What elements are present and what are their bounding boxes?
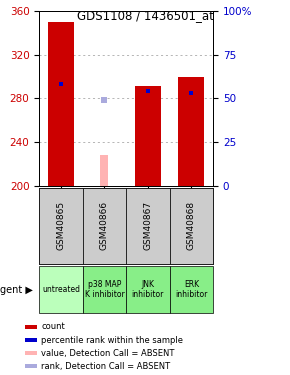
- Text: value, Detection Call = ABSENT: value, Detection Call = ABSENT: [41, 349, 174, 358]
- Bar: [25, 338, 37, 342]
- Bar: [101, 155, 108, 186]
- Text: ERK
inhibitor: ERK inhibitor: [175, 280, 208, 299]
- Text: count: count: [41, 322, 65, 332]
- Text: GSM40866: GSM40866: [100, 201, 109, 250]
- Text: agent ▶: agent ▶: [0, 285, 33, 295]
- Bar: [39, 188, 83, 264]
- Text: GSM40868: GSM40868: [187, 201, 196, 250]
- Text: GSM40867: GSM40867: [143, 201, 153, 250]
- Bar: [25, 325, 37, 329]
- Text: p38 MAP
K inhibitor: p38 MAP K inhibitor: [84, 280, 124, 299]
- Bar: [178, 76, 204, 186]
- Bar: [170, 188, 213, 264]
- Bar: [39, 266, 83, 313]
- Text: percentile rank within the sample: percentile rank within the sample: [41, 336, 183, 345]
- Bar: [170, 266, 213, 313]
- Bar: [126, 266, 170, 313]
- Text: untreated: untreated: [42, 285, 80, 294]
- Bar: [48, 22, 74, 186]
- Bar: [25, 364, 37, 368]
- Bar: [83, 266, 126, 313]
- Text: rank, Detection Call = ABSENT: rank, Detection Call = ABSENT: [41, 362, 170, 371]
- Bar: [39, 188, 213, 264]
- Text: GDS1108 / 1436501_at: GDS1108 / 1436501_at: [77, 9, 213, 22]
- Text: JNK
inhibitor: JNK inhibitor: [132, 280, 164, 299]
- Text: GSM40865: GSM40865: [56, 201, 66, 250]
- Bar: [83, 188, 126, 264]
- Bar: [135, 87, 161, 186]
- Bar: [25, 351, 37, 355]
- Bar: [126, 188, 170, 264]
